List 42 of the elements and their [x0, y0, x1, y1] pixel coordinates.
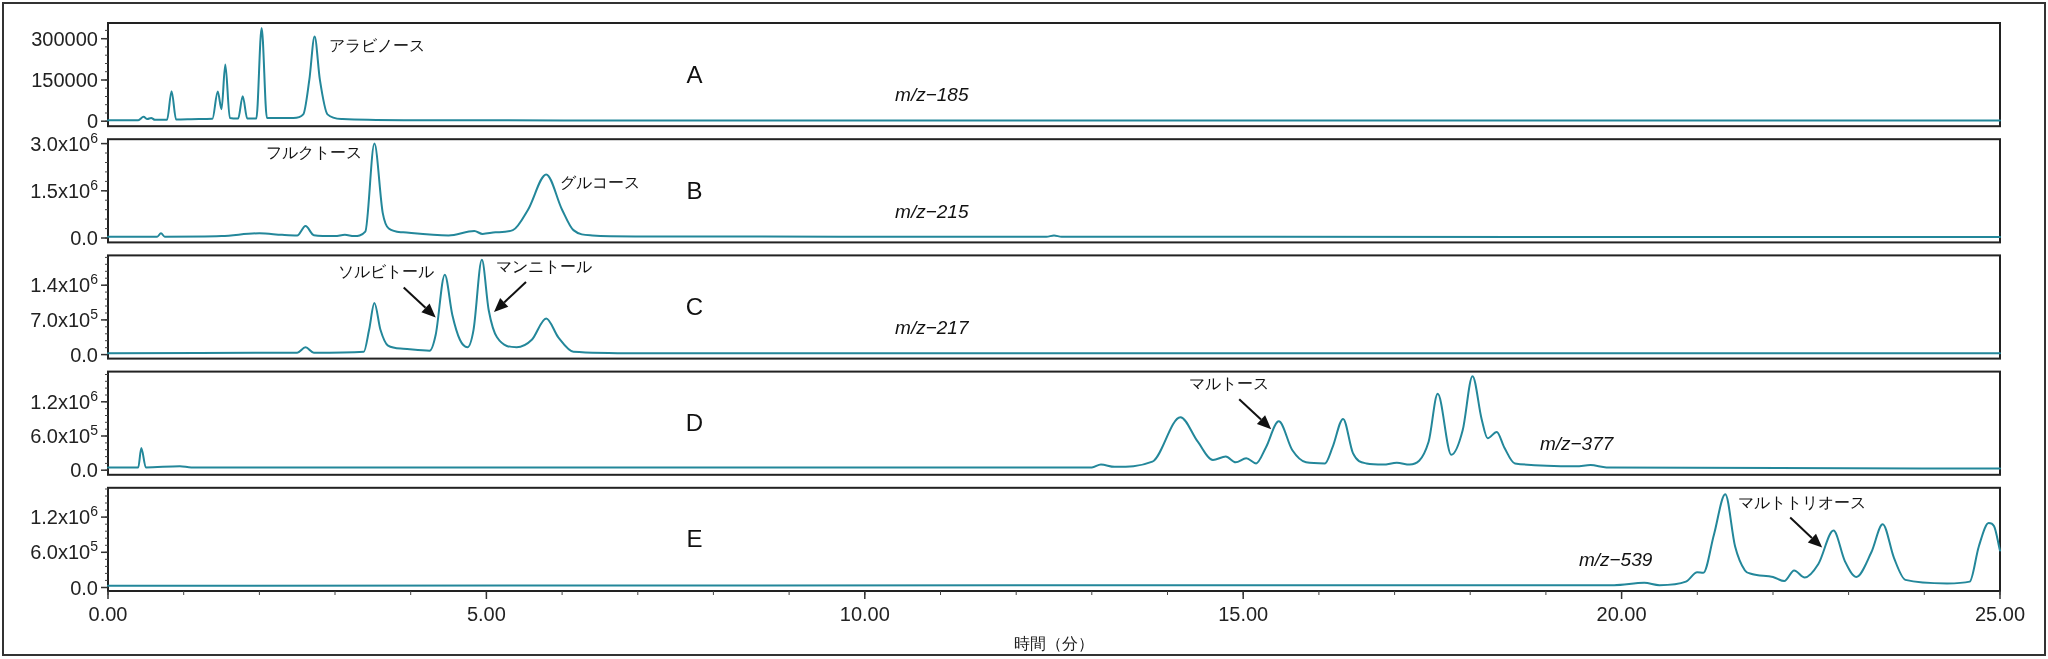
line-series	[107, 375, 2001, 470]
annotation: m/z−377	[1539, 433, 1615, 454]
y-tick-label: 1.4x10$^{6}$	[30, 271, 99, 297]
y-tick-label: 7.0x10$^{5}$	[30, 305, 99, 331]
annotation: B	[686, 176, 703, 204]
annotation: D	[685, 409, 704, 437]
y-tick-label: 0.0	[70, 227, 98, 249]
y-tick-label: 1.5x10$^{6}$	[30, 176, 99, 202]
x-tick-label: 5.00	[466, 603, 506, 625]
annotation: マルトトリオース	[1738, 493, 1867, 511]
line-series	[107, 26, 2001, 122]
line-series	[107, 493, 2001, 587]
annotation: ソルビトール	[337, 263, 434, 281]
annotation: C	[685, 293, 704, 320]
x-tick-label: 20.00	[1596, 603, 1647, 625]
x-tick-label: 25.00	[1974, 603, 2026, 625]
y-tick-label: 150000	[31, 69, 98, 91]
x-tick-label: 0.00	[88, 603, 128, 625]
x-tick-label: 10.00	[839, 603, 890, 625]
annotation: グルコース	[560, 174, 641, 192]
annotation: m/z−185	[895, 84, 969, 106]
line-series	[107, 142, 2001, 239]
y-tick-label: 6.0x10$^{5}$	[30, 422, 99, 447]
y-tick-label: 0.0	[70, 576, 98, 599]
annotation: m/z−217	[895, 316, 970, 338]
y-tick-label: 1.2x10$^{6}$	[30, 387, 99, 413]
annotation: m/z−215	[895, 200, 969, 222]
annotation: マルトース	[1189, 375, 1270, 393]
x-axis-title: 時間（分）	[1014, 635, 1094, 652]
annotation: アラビノース	[328, 36, 425, 54]
annotation: A	[686, 60, 703, 88]
y-tick-label: 0.0	[70, 343, 98, 366]
y-tick-label: 0.0	[70, 459, 98, 482]
annotation: m/z−539	[1578, 549, 1653, 571]
y-tick-label: 300000	[31, 27, 98, 50]
annotation: E	[686, 525, 703, 553]
y-tick-label: 1.2x10$^{6}$	[30, 503, 99, 529]
x-tick-label: 15.00	[1218, 603, 1269, 625]
line-series	[107, 258, 2001, 355]
y-tick-label: 6.0x10$^{5}$	[30, 538, 99, 564]
annotation: フルクトース	[266, 143, 363, 161]
annotation: マンニトール	[496, 258, 592, 275]
